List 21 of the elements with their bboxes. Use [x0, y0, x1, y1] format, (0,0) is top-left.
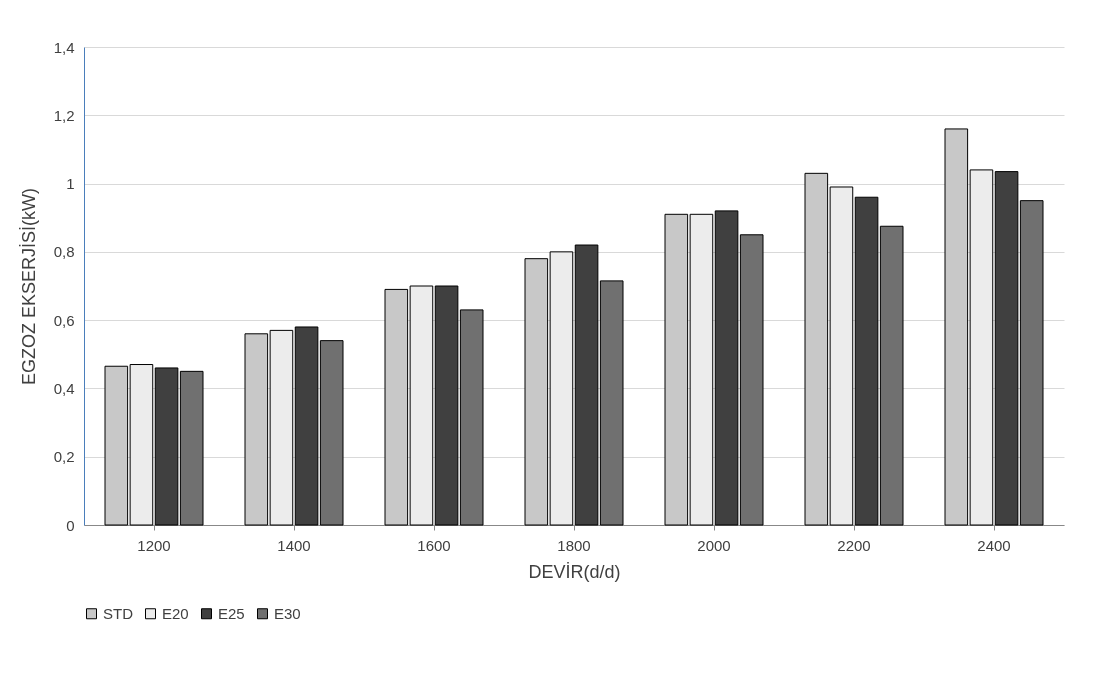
y-tick-label: 1: [66, 175, 75, 193]
legend-label: E30: [274, 604, 301, 622]
y-tick-label: 0: [66, 516, 75, 534]
x-axis-title: DEVİR(d/d): [528, 561, 621, 582]
x-tick-label: 2200: [837, 536, 871, 554]
y-tick-label: 0,2: [53, 448, 75, 466]
y-tick-label: 1,4: [53, 38, 75, 56]
legend-label: STD: [103, 604, 134, 622]
x-tick-label: 1400: [277, 536, 311, 554]
y-tick-label: 1,2: [53, 106, 75, 124]
y-tick-label: 0,8: [53, 243, 75, 261]
x-tick-label: 1800: [557, 536, 591, 554]
x-tick-label: 2000: [697, 536, 731, 554]
x-tick-label: 1200: [137, 536, 171, 554]
x-tick-label: 1600: [417, 536, 451, 554]
y-axis-title: EGZOZ EKSERJİSİ(kW): [18, 187, 39, 386]
y-tick-label: 0,6: [53, 311, 75, 329]
legend-label: E20: [162, 604, 189, 622]
legend-label: E25: [218, 604, 245, 622]
x-tick-label: 2400: [977, 536, 1011, 554]
y-tick-label: 0,4: [53, 379, 75, 397]
